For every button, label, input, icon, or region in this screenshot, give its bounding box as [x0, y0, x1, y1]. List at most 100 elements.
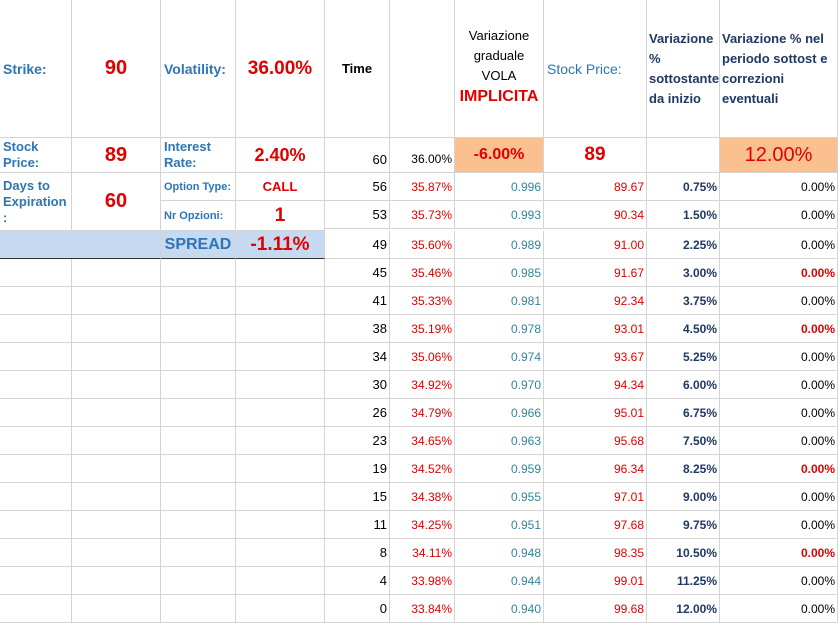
empty-cell[interactable] — [0, 455, 72, 483]
stock-price-label: Stock Price: — [0, 138, 72, 173]
empty-cell[interactable] — [161, 539, 236, 567]
header-implicita: IMPLICITA — [459, 88, 539, 105]
var-periodo-input[interactable]: 12.00% — [720, 138, 838, 173]
row-time: 15 — [325, 483, 390, 511]
row-pct: 8.25% — [647, 455, 720, 483]
row-pct: 9.00% — [647, 483, 720, 511]
empty-cell[interactable] — [72, 427, 161, 455]
row-pct: 6.75% — [647, 399, 720, 427]
row-factor: 0.996 — [455, 173, 544, 201]
row-corr: 0.00% — [720, 259, 838, 287]
row-pct: 0.75% — [647, 173, 720, 201]
interest-value[interactable]: 2.40% — [236, 138, 325, 173]
row-price: 91.00 — [544, 231, 647, 259]
row-factor: 0.959 — [455, 455, 544, 483]
empty-cell[interactable] — [0, 567, 72, 595]
empty-cell[interactable] — [236, 539, 325, 567]
empty-cell[interactable] — [72, 539, 161, 567]
empty-cell[interactable] — [161, 315, 236, 343]
row-price: 93.67 — [544, 343, 647, 371]
empty-cell[interactable] — [161, 259, 236, 287]
empty-cell[interactable] — [0, 511, 72, 539]
empty-cell[interactable] — [0, 371, 72, 399]
empty-cell[interactable] — [72, 343, 161, 371]
row-vol: 34.79% — [390, 399, 455, 427]
strike-label: Strike: — [0, 0, 72, 138]
row-pct: 2.25% — [647, 231, 720, 259]
row-time: 49 — [325, 231, 390, 259]
empty-cell[interactable] — [161, 399, 236, 427]
row-time: 30 — [325, 371, 390, 399]
empty-cell[interactable] — [72, 371, 161, 399]
strike-value[interactable]: 90 — [72, 0, 161, 138]
nr-opzioni-value[interactable]: 1 — [236, 201, 325, 231]
empty-cell[interactable] — [161, 427, 236, 455]
row-factor: 0.978 — [455, 315, 544, 343]
empty-cell[interactable] — [72, 455, 161, 483]
vola-change-input[interactable]: -6.00% — [455, 138, 544, 173]
row-price: 91.67 — [544, 259, 647, 287]
empty-cell[interactable] — [72, 259, 161, 287]
empty-cell[interactable] — [72, 287, 161, 315]
row-pct: 5.25% — [647, 343, 720, 371]
empty-cell[interactable] — [161, 343, 236, 371]
empty-cell[interactable] — [72, 315, 161, 343]
empty-cell[interactable] — [161, 511, 236, 539]
empty-cell[interactable] — [0, 595, 72, 623]
empty-cell[interactable] — [0, 483, 72, 511]
empty-cell[interactable] — [161, 595, 236, 623]
empty-cell[interactable] — [0, 343, 72, 371]
empty-cell[interactable] — [236, 371, 325, 399]
empty-cell[interactable] — [0, 315, 72, 343]
empty-cell[interactable] — [236, 511, 325, 539]
empty-cell[interactable] — [236, 343, 325, 371]
row-factor: 0.955 — [455, 483, 544, 511]
row-corr: 0.00% — [720, 201, 838, 229]
spread-value: -1.11% — [236, 231, 325, 259]
empty-cell[interactable] — [236, 259, 325, 287]
empty-cell[interactable] — [72, 511, 161, 539]
row-pct: 4.50% — [647, 315, 720, 343]
empty-cell[interactable] — [161, 483, 236, 511]
empty-cell[interactable] — [161, 567, 236, 595]
row-vol: 35.33% — [390, 287, 455, 315]
row-corr: 0.00% — [720, 455, 838, 483]
row-price: 95.68 — [544, 427, 647, 455]
empty-cell[interactable] — [236, 567, 325, 595]
empty-cell[interactable] — [236, 455, 325, 483]
empty-cell[interactable] — [72, 595, 161, 623]
option-type-select[interactable]: CALL — [236, 173, 325, 201]
empty-cell[interactable] — [236, 287, 325, 315]
empty-cell[interactable] — [161, 287, 236, 315]
spread-label: SPREAD — [161, 231, 236, 259]
empty-cell[interactable] — [72, 483, 161, 511]
empty-cell[interactable] — [0, 539, 72, 567]
empty-cell[interactable] — [0, 399, 72, 427]
empty-cell[interactable] — [0, 287, 72, 315]
empty-cell[interactable] — [161, 371, 236, 399]
row-time: 4 — [325, 567, 390, 595]
empty-cell[interactable] — [236, 483, 325, 511]
row-corr: 0.00% — [720, 287, 838, 315]
empty-cell[interactable] — [236, 315, 325, 343]
row-price: 98.35 — [544, 539, 647, 567]
empty-cell[interactable] — [0, 427, 72, 455]
empty-cell[interactable] — [161, 455, 236, 483]
row-price: 96.34 — [544, 455, 647, 483]
empty-cell[interactable] — [236, 427, 325, 455]
row-corr: 0.00% — [720, 595, 838, 623]
empty-cell[interactable] — [0, 259, 72, 287]
empty-cell[interactable] — [72, 399, 161, 427]
days-value[interactable]: 60 — [72, 173, 161, 231]
row-corr: 0.00% — [720, 315, 838, 343]
stock-price-value[interactable]: 89 — [72, 138, 161, 173]
empty-cell[interactable] — [236, 399, 325, 427]
row-factor: 0.940 — [455, 595, 544, 623]
row-corr: 0.00% — [720, 371, 838, 399]
empty-cell[interactable] — [72, 567, 161, 595]
row-pct: 1.50% — [647, 201, 720, 229]
volatility-value[interactable]: 36.00% — [236, 0, 325, 138]
row-vol: 35.73% — [390, 201, 455, 229]
empty-cell[interactable] — [236, 595, 325, 623]
